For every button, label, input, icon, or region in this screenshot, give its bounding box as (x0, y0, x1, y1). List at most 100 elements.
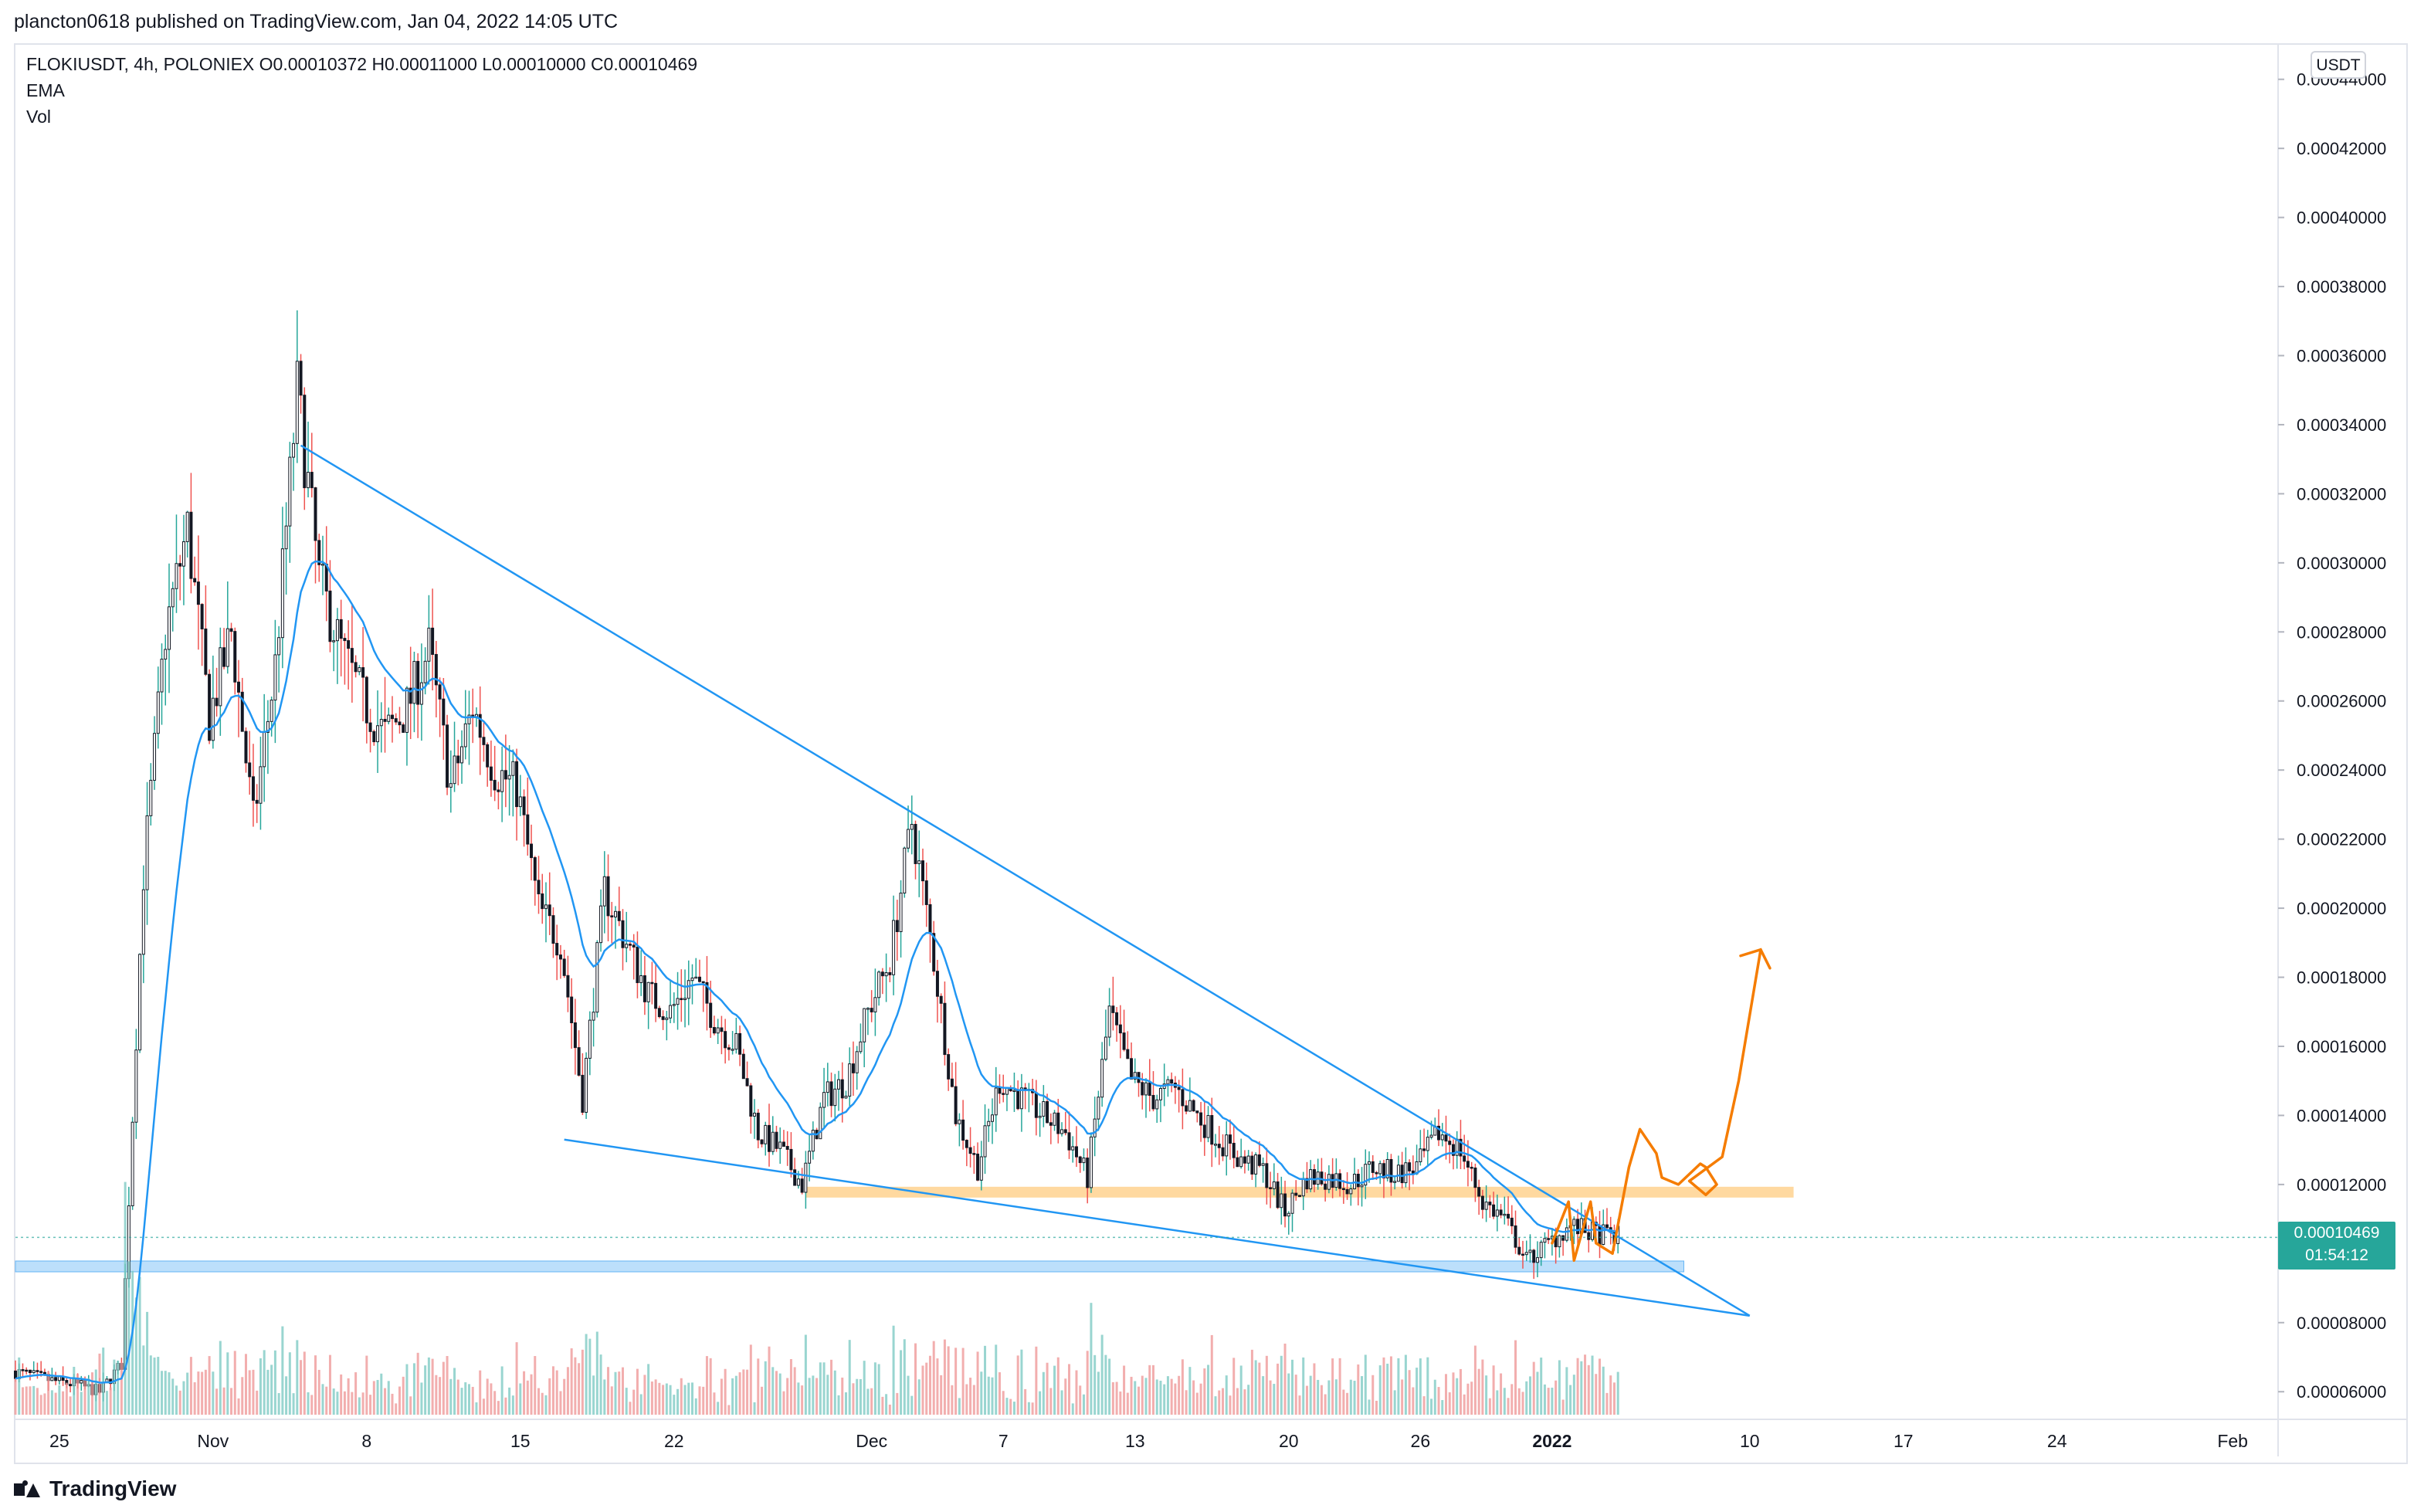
descending-support-line (564, 1138, 1750, 1317)
candle-body (1042, 1101, 1046, 1117)
volume-bar (124, 1181, 127, 1415)
volume-bar (1005, 1398, 1009, 1415)
candle-body (1324, 1183, 1327, 1190)
volume-bar (1353, 1381, 1356, 1415)
volume-bar (1331, 1358, 1334, 1415)
volume-bar (1068, 1364, 1071, 1415)
candle-body (379, 718, 383, 727)
candle-body (636, 946, 639, 984)
volume-bar (1002, 1391, 1005, 1415)
volume-indicator-label[interactable]: Vol (26, 107, 51, 127)
volume-bar (1027, 1402, 1030, 1415)
y-tick-label: 0.00040000 (2297, 208, 2386, 228)
candle-body (208, 673, 212, 741)
volume-bar (775, 1371, 778, 1415)
volume-bar (1090, 1303, 1093, 1415)
ema-indicator-label[interactable]: EMA (26, 80, 65, 100)
candle-body (621, 920, 625, 948)
candle-body (419, 682, 423, 705)
candle-body (998, 1087, 1002, 1094)
y-tick-label: 0.00024000 (2297, 761, 2386, 780)
volume-bar (317, 1369, 320, 1415)
volume-bar (1576, 1358, 1579, 1415)
volume-bar (1283, 1343, 1287, 1415)
volume-bar (54, 1392, 57, 1415)
volume-bar (1086, 1351, 1089, 1415)
volume-bar (885, 1394, 888, 1415)
volume-bar (1046, 1362, 1049, 1415)
candle-body (1166, 1079, 1170, 1085)
candle-body (665, 1017, 669, 1020)
candle-body (1283, 1193, 1287, 1217)
volume-bar (848, 1340, 851, 1415)
candle-body (914, 823, 917, 864)
candle-body (343, 638, 347, 642)
candle-body (903, 847, 907, 893)
volume-bar (621, 1367, 624, 1415)
volume-bar (1247, 1385, 1250, 1415)
candle-body (625, 944, 629, 948)
volume-bar (526, 1380, 529, 1415)
volume-bar (1448, 1392, 1451, 1415)
candle-body (961, 1119, 965, 1141)
volume-bar (1309, 1375, 1312, 1415)
volume-bar (856, 1378, 859, 1415)
volume-bar (603, 1379, 606, 1415)
symbol-ohlc-line[interactable]: FLOKIUSDT, 4h, POLONIEX O0.00010372 H0.0… (26, 54, 698, 74)
candle-body (1104, 1036, 1107, 1060)
footer-brand[interactable]: TradingView (14, 1470, 176, 1507)
volume-bar (734, 1375, 737, 1415)
volume-bar (193, 1381, 196, 1415)
candle-body (972, 1153, 976, 1155)
volume-bar (117, 1361, 120, 1415)
volume-bar (1602, 1366, 1605, 1415)
candle-body (1400, 1165, 1404, 1184)
volume-bar (687, 1382, 690, 1415)
volume-bar (1361, 1376, 1364, 1415)
volume-bar (972, 1385, 975, 1415)
candle-body (822, 1092, 826, 1108)
volume-bar (1536, 1371, 1539, 1415)
volume-bar (1551, 1387, 1554, 1415)
candle-body (482, 737, 486, 745)
candle-body (181, 541, 185, 567)
candle-body (958, 1119, 961, 1124)
volume-bar (175, 1385, 178, 1415)
candle-body (131, 1121, 134, 1206)
candle-body (383, 718, 387, 722)
volume-bar (273, 1350, 276, 1415)
volume-bar (1100, 1334, 1104, 1415)
volume-bar (530, 1374, 533, 1415)
volume-bar (976, 1351, 979, 1415)
volume-bar (178, 1390, 181, 1415)
candle-body (1151, 1094, 1155, 1110)
volume-bar (870, 1388, 873, 1415)
price-unit-button[interactable]: USDT (2311, 51, 2366, 79)
volume-bar (1580, 1361, 1583, 1415)
y-tick-label: 0.00030000 (2297, 554, 2386, 573)
x-tick-label: 10 (1740, 1431, 1760, 1451)
volume-bar (36, 1388, 39, 1415)
candle-body (1046, 1101, 1049, 1124)
candle-body (80, 1379, 83, 1384)
volume-bar (724, 1368, 727, 1415)
volume-bar (932, 1341, 935, 1415)
volume-bar (789, 1359, 792, 1415)
volume-bar (599, 1354, 602, 1415)
candle-body (1524, 1252, 1528, 1256)
volume-bar (358, 1397, 361, 1415)
candle-body (1375, 1171, 1378, 1175)
volume-bar (479, 1370, 482, 1415)
volume-bar (914, 1343, 917, 1415)
volume-bar (742, 1369, 745, 1415)
volume-bar (1254, 1360, 1257, 1415)
volume-bar (1056, 1357, 1060, 1415)
volume-bar (296, 1340, 299, 1415)
candle-body (57, 1376, 61, 1381)
volume-bar (142, 1345, 145, 1415)
volume-bar (954, 1348, 958, 1415)
volume-bar (307, 1392, 310, 1415)
volume-bar (1024, 1388, 1027, 1415)
candle-body (189, 511, 193, 579)
